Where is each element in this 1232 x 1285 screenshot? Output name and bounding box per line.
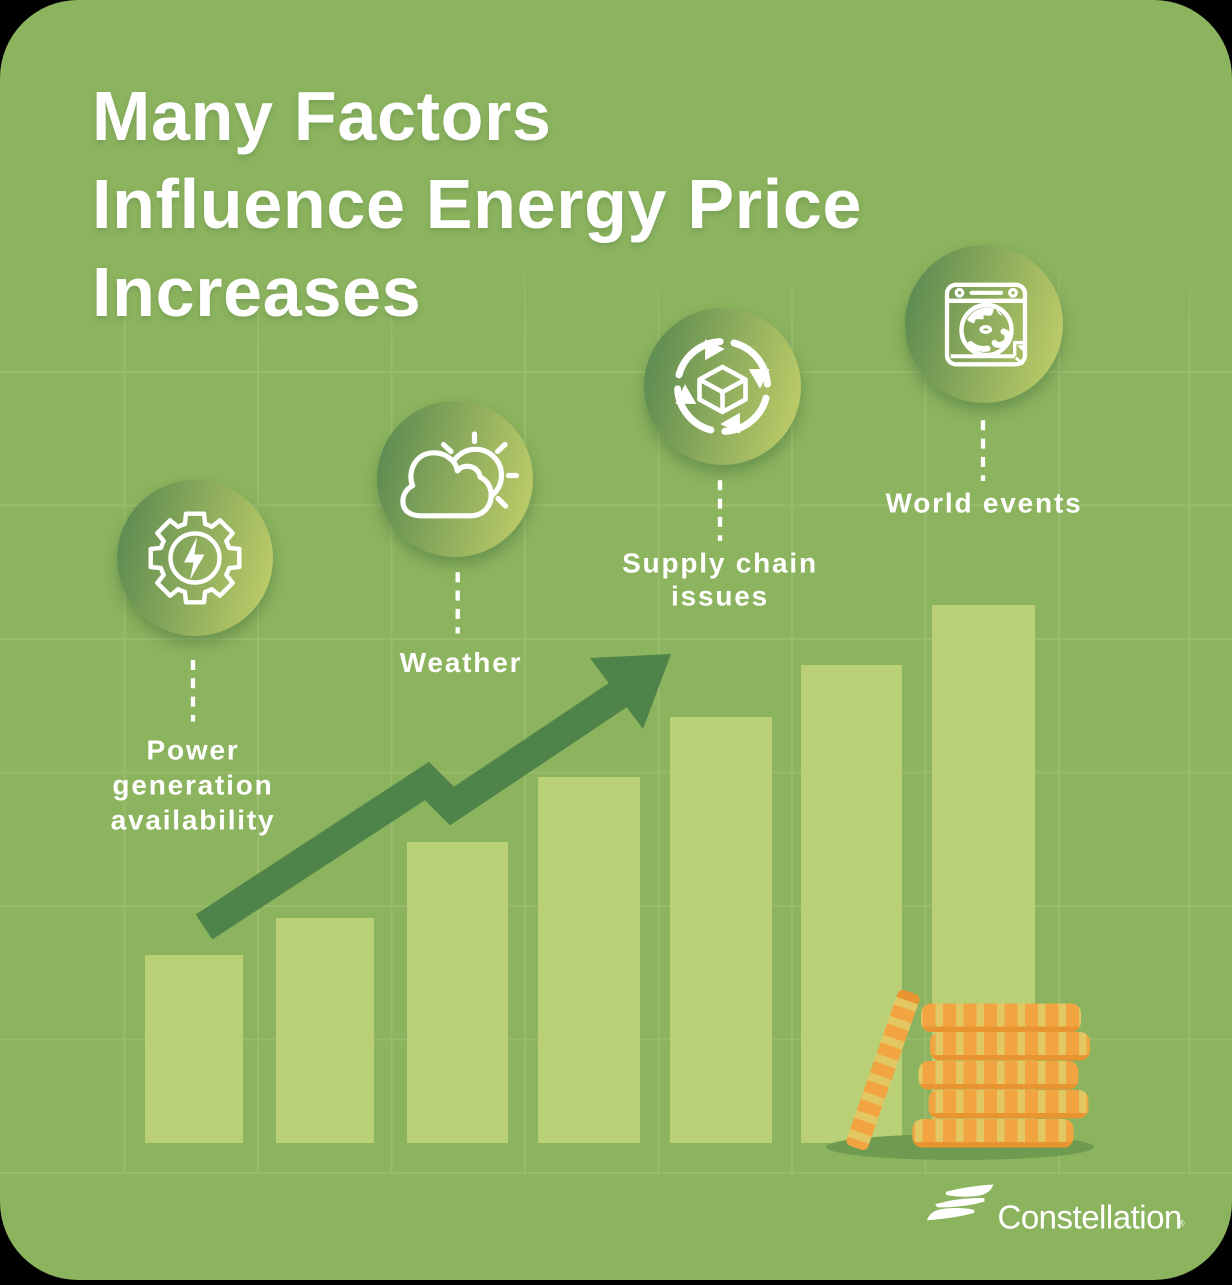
- svg-text:availability: availability: [111, 804, 276, 835]
- svg-text:Weather: Weather: [400, 647, 523, 678]
- svg-text:Influence Energy Price: Influence Energy Price: [92, 165, 862, 243]
- svg-text:Supply chain: Supply chain: [622, 547, 818, 578]
- svg-text:Power: Power: [146, 734, 239, 765]
- svg-text:Constellation: Constellation: [998, 1199, 1182, 1236]
- svg-text:generation: generation: [112, 769, 273, 800]
- svg-text:Many Factors: Many Factors: [92, 77, 552, 155]
- svg-text:World events: World events: [886, 487, 1083, 518]
- svg-text:issues: issues: [671, 580, 769, 611]
- svg-text:®: ®: [1178, 1219, 1185, 1229]
- svg-text:Increases: Increases: [92, 253, 421, 331]
